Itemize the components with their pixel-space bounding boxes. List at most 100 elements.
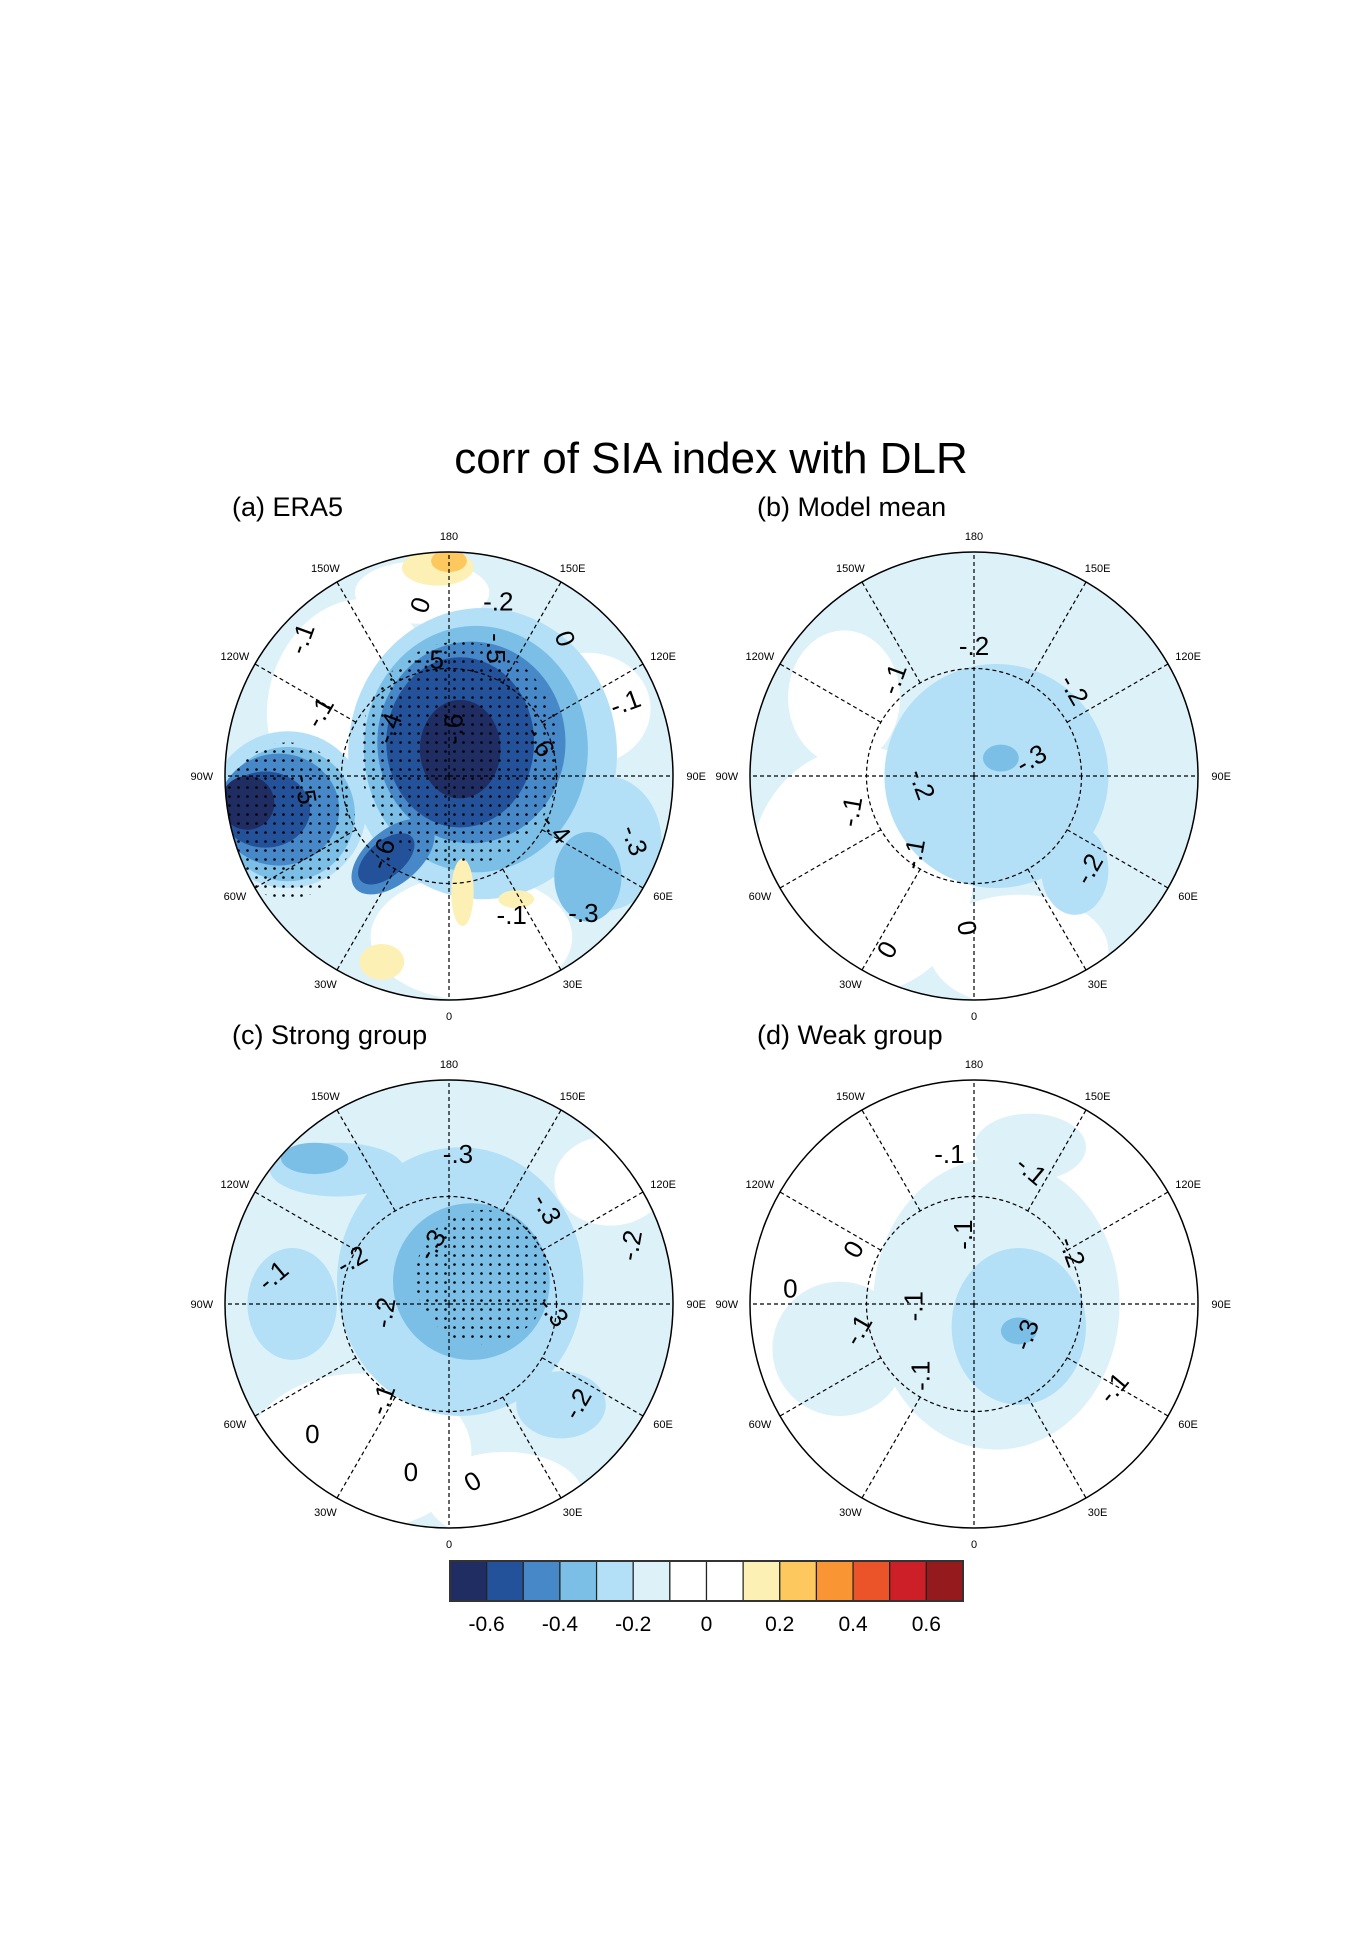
meridian-line: [336, 1109, 396, 1212]
meridian-line: [1066, 663, 1169, 723]
longitude-label: 120W: [221, 651, 250, 663]
longitude-label: 150E: [560, 563, 586, 575]
colorbar-tick-label: -0.4: [542, 1613, 579, 1636]
longitude-label: 30W: [839, 1507, 862, 1519]
significance-stippling: [225, 742, 355, 900]
longitude-label: 60W: [749, 1419, 772, 1431]
shading-region: [929, 894, 1109, 1000]
contour-label: -.3: [568, 898, 598, 928]
longitude-label: 30E: [563, 979, 583, 991]
shading-region: [281, 1142, 349, 1175]
meridian-line: [779, 1191, 882, 1251]
meridian-line: [541, 1191, 644, 1251]
contour-label: -.2: [959, 631, 989, 661]
panel-title: (d) Weak group: [757, 1020, 943, 1050]
colorbar-box: [742, 1560, 781, 1602]
colorbar-box: [449, 1560, 488, 1602]
longitude-label: 180: [965, 531, 983, 543]
shading-region: [431, 552, 467, 573]
longitude-label: 90E: [686, 1299, 706, 1311]
contour-label: -.1: [834, 794, 869, 829]
longitude-label: 120W: [746, 651, 775, 663]
longitude-label: 90E: [1211, 1299, 1231, 1311]
significance-stippling: [415, 1209, 550, 1345]
colorbar-box: [925, 1560, 964, 1602]
longitude-label: 30W: [314, 1507, 337, 1519]
meridian-line: [541, 1357, 644, 1417]
contour-label: -.5: [481, 633, 511, 663]
contour-label: -.5: [288, 772, 323, 807]
colorbar-box: [705, 1560, 744, 1602]
colorbar-tick-label: 0.4: [838, 1613, 868, 1636]
shading-region: [982, 744, 1019, 772]
meridian-line: [254, 663, 357, 723]
longitude-label: 150E: [1085, 1091, 1111, 1103]
map-boundary: [749, 1079, 1199, 1529]
longitude-label: 60E: [1178, 891, 1198, 903]
meridian-line: [1066, 1191, 1169, 1251]
panel-title: (a) ERA5: [232, 492, 343, 522]
meridian-line: [779, 663, 882, 723]
map-panel: (d) Weak group-.1 -.1-.1 -.200-.1-.1 -.3-.1…: [715, 1020, 1231, 1551]
shading-region: [1041, 825, 1109, 915]
longitude-label: 120W: [746, 1179, 775, 1191]
meridian-line: [336, 581, 396, 684]
contour-label: -.2: [367, 1295, 402, 1330]
longitude-label: 0: [971, 1011, 977, 1023]
longitude-label: 0: [446, 1539, 452, 1551]
meridian-line: [254, 1191, 357, 1251]
longitude-label: 120W: [221, 1179, 250, 1191]
meridian-line: [1027, 581, 1087, 684]
meridian-line: [861, 581, 921, 684]
meridian-line: [541, 829, 644, 889]
meridian-line: [861, 868, 921, 971]
longitude-label: 60E: [653, 1419, 673, 1431]
colorbar-box: [852, 1560, 891, 1602]
shading-region: [772, 1281, 907, 1417]
meridian-line: [1066, 829, 1169, 889]
meridian-line: [254, 1357, 357, 1417]
contour-label: -.2: [613, 1228, 648, 1263]
longitude-label: 120E: [1175, 1179, 1201, 1191]
panel-title: (b) Model mean: [757, 492, 946, 522]
meridian-line: [336, 868, 396, 971]
contour-label: 0: [951, 918, 983, 937]
contour-label: -.1: [948, 1219, 978, 1249]
meridian-line: [502, 868, 562, 971]
longitude-label: 60W: [224, 1419, 247, 1431]
figure-title: corr of SIA index with DLR: [454, 434, 968, 483]
shading-region: [974, 1113, 1086, 1181]
meridian-line: [1066, 1357, 1169, 1417]
shading-region: [358, 833, 415, 885]
shading-region: [359, 944, 405, 980]
colorbar-tick-label: -0.2: [615, 1613, 651, 1636]
contour-label: -.1: [899, 1291, 929, 1321]
meridian-line: [779, 829, 882, 889]
colorbar-box: [889, 1560, 927, 1602]
longitude-label: 150E: [1085, 563, 1111, 575]
longitude-label: 150E: [560, 1091, 586, 1103]
meridian-line: [254, 829, 357, 889]
shading-region: [554, 832, 622, 922]
longitude-label: 180: [440, 531, 458, 543]
contour-label: -.1: [896, 836, 931, 871]
colorbar-tick-label: 0: [701, 1613, 713, 1636]
longitude-label: 0: [971, 1539, 977, 1551]
longitude-label: 90E: [686, 771, 706, 783]
colorbar-box: [595, 1560, 634, 1602]
longitude-label: 30E: [563, 1507, 583, 1519]
longitude-label: 90W: [715, 771, 738, 783]
panel-title: (c) Strong group: [232, 1020, 427, 1050]
contour-label: 0: [783, 1273, 797, 1303]
longitude-label: 90E: [1211, 771, 1231, 783]
contour-label: -.1: [905, 1361, 935, 1391]
shading-region: [498, 890, 535, 909]
contour-label: -.6: [439, 714, 469, 744]
colorbar-box: [486, 1560, 524, 1602]
longitude-label: 150W: [311, 563, 340, 575]
map-panel: (a) ERA5-.10 -.20-.5 -.5-.1 -.4 -.6 -.6-.1-.5…: [190, 492, 706, 1023]
map-boundary: [224, 1079, 674, 1529]
significance-stippling: [359, 641, 561, 866]
longitude-label: 120E: [650, 651, 676, 663]
colorbar-box: [815, 1560, 854, 1602]
